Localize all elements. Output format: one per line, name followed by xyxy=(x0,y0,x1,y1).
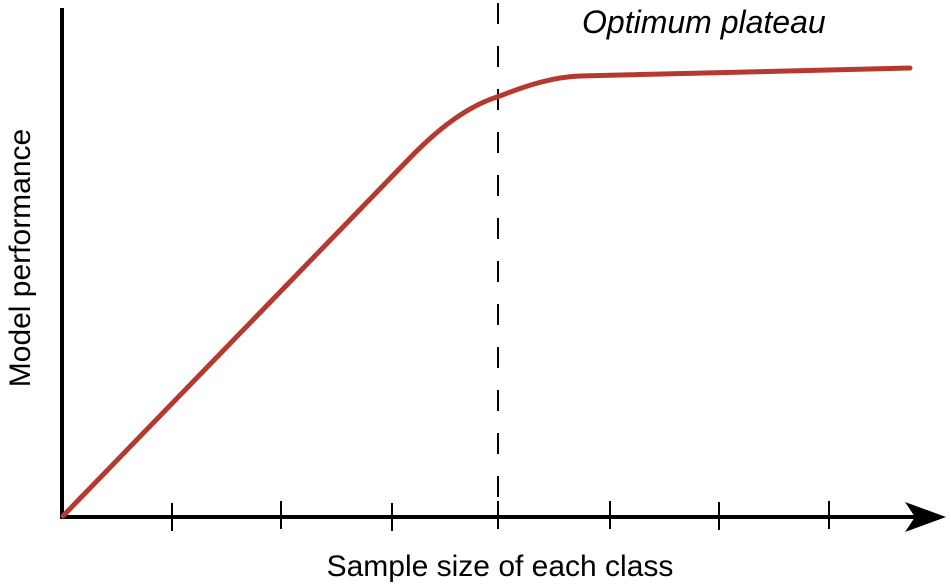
x-axis-label: Sample size of each class xyxy=(327,550,674,583)
plateau-annotation: Optimum plateau xyxy=(582,4,826,40)
performance-curve xyxy=(60,65,913,519)
x-axis-arrow-icon xyxy=(905,502,946,532)
x-axis-ticks xyxy=(171,501,830,531)
y-axis-label: Model performance xyxy=(4,129,37,387)
